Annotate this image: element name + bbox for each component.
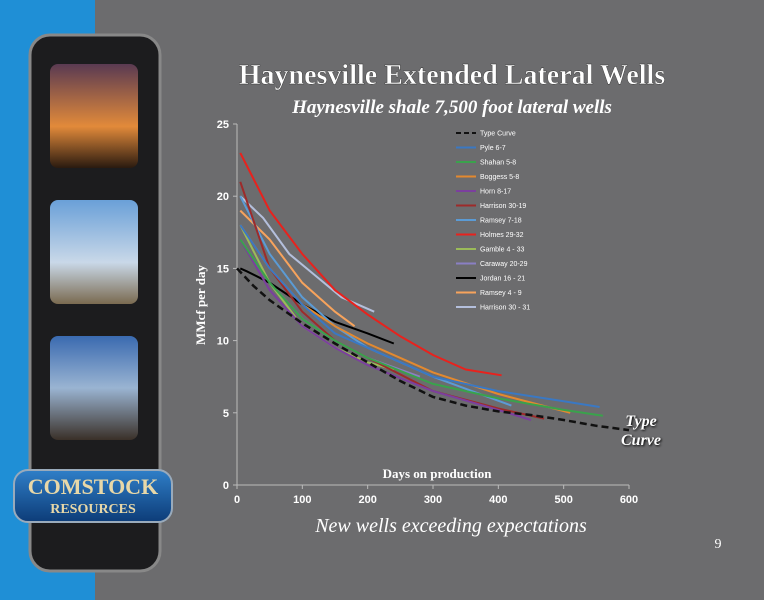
legend-label: Gamble 4 - 33 bbox=[480, 247, 524, 254]
logo bbox=[13, 469, 173, 523]
photo-rig bbox=[50, 64, 138, 168]
logo-text: COMSTOCK bbox=[28, 474, 158, 499]
type-curve-line bbox=[236, 267, 630, 432]
x-tick-label: 300 bbox=[424, 494, 442, 506]
legend-label: Pyle 6-7 bbox=[480, 145, 506, 152]
chart-title: Haynesville shale 7,500 foot lateral wel… bbox=[291, 97, 612, 118]
x-tick-label: 0 bbox=[234, 494, 240, 506]
legend-label: Harrison 30-19 bbox=[480, 203, 526, 210]
y-tick-label: 15 bbox=[217, 263, 229, 275]
x-tick-label: 400 bbox=[489, 494, 507, 506]
legend-label: Shahan 5-8 bbox=[480, 160, 516, 167]
legend-label: Harrison 30 - 31 bbox=[480, 305, 530, 312]
y-tick-label: 0 bbox=[223, 480, 229, 492]
y-tick-label: 25 bbox=[217, 119, 229, 131]
photo-crew bbox=[50, 336, 138, 440]
legend-label: Ramsey 7-18 bbox=[480, 218, 522, 225]
legend-label: Type Curve bbox=[480, 131, 516, 138]
photo-pumpjack bbox=[50, 200, 138, 304]
y-axis-label: MMcf per day bbox=[193, 265, 208, 345]
y-tick-label: 20 bbox=[217, 191, 229, 203]
x-tick-label: 600 bbox=[620, 494, 638, 506]
x-axis-label: Days on production bbox=[383, 466, 493, 481]
annotation: Type Curve bbox=[621, 413, 661, 449]
x-tick-label: 500 bbox=[554, 494, 572, 506]
logo-text: RESOURCES bbox=[50, 502, 136, 517]
y-tick-label: 10 bbox=[217, 336, 229, 348]
legend-label: Boggess 5-8 bbox=[480, 174, 519, 181]
series-line bbox=[239, 195, 512, 407]
x-tick-label: 100 bbox=[293, 494, 311, 506]
legend-label: Jordan 16 - 21 bbox=[480, 276, 525, 283]
slide-title: Haynesville Extended Lateral Wells bbox=[239, 60, 666, 91]
legend-label: Ramsey 4 - 9 bbox=[480, 290, 522, 297]
x-tick-label: 200 bbox=[358, 494, 376, 506]
legend-label: Holmes 29-32 bbox=[480, 232, 524, 239]
y-tick-label: 5 bbox=[223, 408, 229, 420]
legend-label: Horn 8-17 bbox=[480, 189, 511, 196]
series-line bbox=[239, 224, 600, 408]
series-line bbox=[239, 238, 532, 421]
footer-text: New wells exceeding expectations bbox=[314, 515, 587, 537]
legend-label: Caraway 20-29 bbox=[480, 261, 528, 268]
series-line bbox=[239, 209, 356, 328]
series-line bbox=[239, 152, 502, 377]
page-number: 9 bbox=[715, 537, 722, 552]
series-line bbox=[239, 238, 604, 417]
